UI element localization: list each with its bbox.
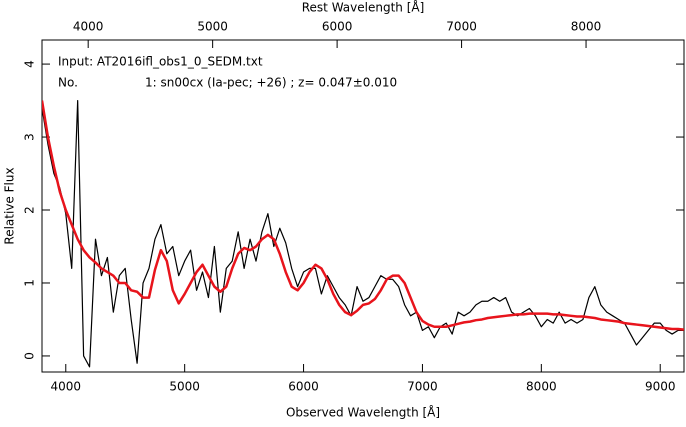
top-axis-title: Rest Wavelength [Å] <box>302 0 425 15</box>
y-tick-label: 4 <box>23 60 37 68</box>
annotation: Input: AT2016ifl_obs1_0_SEDM.txt <box>58 55 263 69</box>
x-tick-label: 5000 <box>169 380 200 394</box>
annotation: No. <box>58 76 78 90</box>
template-spectrum <box>42 100 684 331</box>
x2-tick-label: 6000 <box>322 20 353 34</box>
y-tick-label: 0 <box>23 352 37 360</box>
x2-tick-label: 5000 <box>197 20 228 34</box>
y-tick-label: 3 <box>23 133 37 141</box>
y-axis-title: Relative Flux <box>3 167 17 244</box>
x-tick-label: 6000 <box>288 380 319 394</box>
x2-tick-label: 4000 <box>73 20 104 34</box>
observed-spectrum <box>42 99 684 368</box>
plot-frame <box>41 39 685 373</box>
x-tick-label: 4000 <box>51 380 82 394</box>
x2-tick-label: 8000 <box>571 20 602 34</box>
y-tick-label: 1 <box>23 279 37 287</box>
x-axis-title: Observed Wavelength [Å] <box>286 405 440 420</box>
x-tick-label: 8000 <box>526 380 557 394</box>
plot-area <box>42 99 684 368</box>
x-tick-label: 9000 <box>645 380 676 394</box>
x-tick-label: 7000 <box>407 380 438 394</box>
annotation: 1: sn00cx (Ia-pec; +26) ; z= 0.047±0.010 <box>145 76 397 90</box>
y-tick-label: 2 <box>23 206 37 214</box>
x2-tick-label: 7000 <box>446 20 477 34</box>
